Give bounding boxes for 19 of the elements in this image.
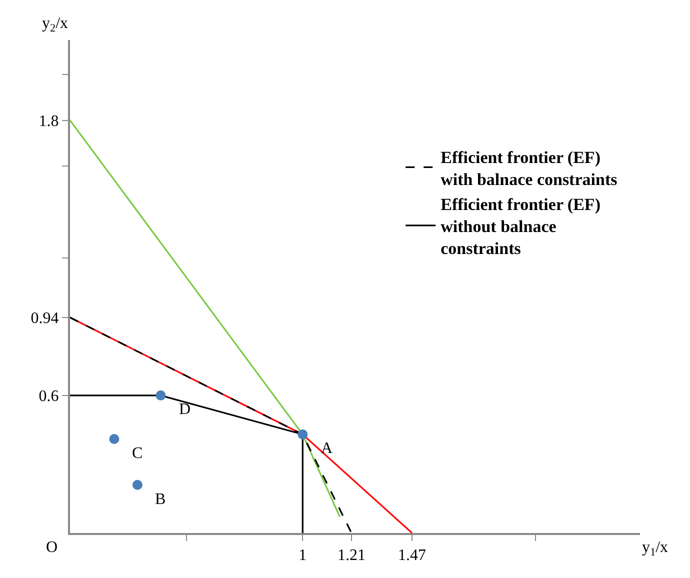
point: [132, 480, 142, 490]
x-tick-label: 1.21: [338, 547, 366, 564]
point: [156, 390, 166, 400]
point: [109, 434, 120, 444]
legend-label: Efficient frontier (EF) with balnace constraints: [440, 148, 618, 189]
y-tick-label: 0.6: [38, 388, 59, 406]
point: [298, 429, 308, 440]
y-tick-label: 1.8: [38, 112, 59, 130]
legend-label: Efficient frontier (EF) without balnace constraints: [440, 194, 600, 258]
x-tick-label: 1.47: [398, 547, 426, 564]
annotation: B: [155, 491, 166, 508]
y-tick-label: 0.94: [30, 310, 59, 328]
annotation: D: [179, 401, 191, 418]
annotation: A: [321, 440, 333, 457]
x-axis-title: y$_{1}$/x: [642, 539, 668, 558]
annotation: C: [132, 445, 143, 462]
text: O: [46, 539, 58, 556]
x-tick-label: 1: [298, 547, 307, 564]
y-axis-title: y$_{2}$/x: [42, 15, 68, 34]
